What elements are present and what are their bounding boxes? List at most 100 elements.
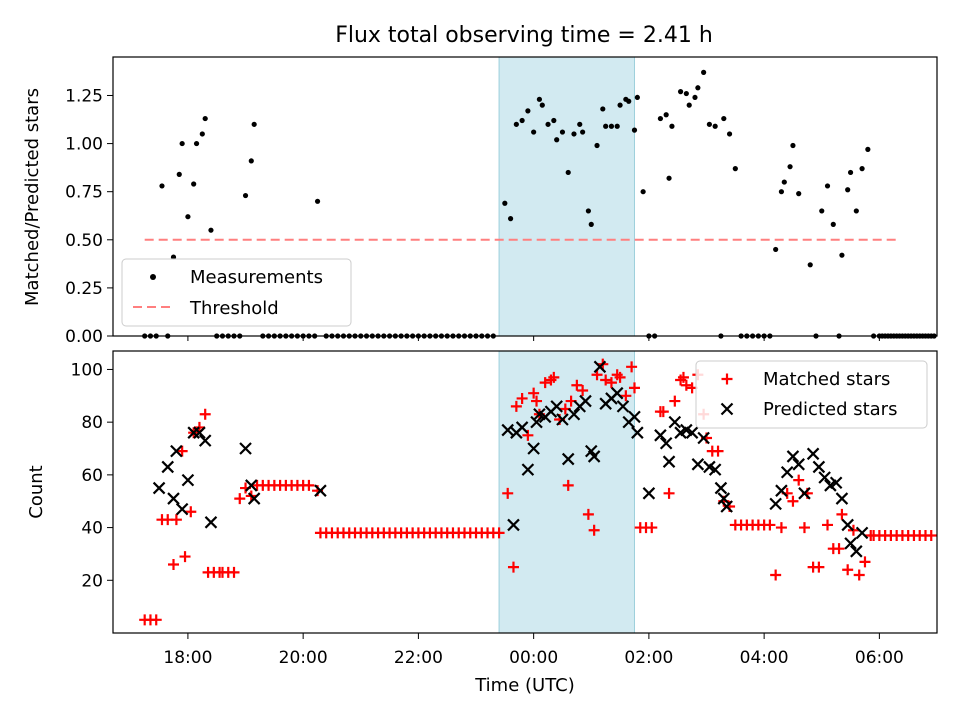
count-x-ticks: 18:00 20:00 22:00 00:00 02:00 04:00 06:00 [163,633,904,668]
measurement-point [571,131,577,137]
predicted-star-point [579,394,592,408]
ratio-y-tick-label: 0.75 [65,183,103,203]
predicted-star-point [314,484,327,497]
predicted-star-point [850,545,863,558]
predicted-star-point [714,481,728,495]
matched-star-point [669,395,681,407]
measurement-point [608,123,615,129]
measurement-point [807,262,813,268]
predicted-star-point [775,484,788,497]
measurement-point [603,123,609,129]
predicted-star-point [792,458,805,471]
matched-star-point [150,614,162,626]
measurement-point [721,115,727,122]
predicted-star-point [170,444,183,458]
predicted-star-point [818,471,831,484]
measurement-point [859,166,865,172]
matched-star-point [798,522,810,534]
count-y-tick-label: 20 [81,571,103,591]
measurement-point [202,115,208,122]
measurement-point [159,183,165,189]
matched-star-point [228,566,240,578]
matched-star-point [822,519,834,531]
count-panel: 20 40 60 80 100 18:00 20:00 22:00 00:00 02:00 04:… [26,350,938,696]
ratio-legend-box [121,258,352,327]
measurements-legend-marker [150,274,156,280]
count-axes-frame [112,350,938,634]
matched-star-point [842,564,854,576]
measurement-point [631,127,638,133]
measurement-point [191,181,197,187]
measurement-point [519,117,525,124]
measurement-point [666,175,672,181]
measurement-point [536,96,543,102]
measurement-point [554,137,560,143]
matched-star-point [193,421,205,433]
measurement-point [657,115,664,122]
predicted-star-point [769,497,782,511]
matched-star-point [775,522,787,534]
matched-star-point [234,493,246,505]
measurement-point [683,90,689,97]
measurement-point [865,146,871,152]
measurement-point [640,189,646,195]
measurement-point [551,117,557,124]
count-legend: Matched stars Predicted stars [695,360,928,429]
predicted-star-point [204,516,218,529]
predicted-star-points [152,360,869,558]
matched-star-point [168,558,180,570]
measurement-point [170,254,177,260]
measurement-point [677,89,684,95]
ratio-y-tick-label: 0.25 [65,279,103,299]
measurement-point [669,123,675,129]
matched-legend-glyph [721,373,733,385]
count-x-tick-label: 22:00 [394,648,443,668]
predicted-star-point [717,492,731,505]
matched-star-point [170,514,182,526]
measurement-point [594,142,600,149]
matched-star-point [582,508,594,520]
matched-star-point [646,522,658,534]
measurement-point [531,129,537,135]
matched-star-point [847,524,859,536]
predicted-star-point [659,436,673,450]
predicted-legend-glyph [720,402,734,416]
predicted-star-point [501,423,514,437]
measurement-point [242,192,249,199]
measurement-point [663,112,669,118]
ratio-legend: Measurements Threshold [121,258,352,327]
measurement-point [695,85,701,91]
measurement-point [507,216,514,222]
matched-star-point [614,371,626,383]
measurement-point [778,189,785,195]
measurement-point [185,214,191,220]
matched-star-point [793,474,805,486]
measurement-point [559,129,566,135]
count-x-tick-label: 20:00 [279,648,328,668]
measurements-legend-label: Measurements [190,267,323,288]
matched-star-point [516,392,528,404]
measurement-point [824,183,831,189]
predicted-star-point [786,450,800,463]
measurement-point [847,169,854,176]
ratio-y-tick-label: 1.00 [65,135,103,155]
matched-star-point [539,377,551,389]
ratio-y-axis-label: Matched/Predicted stars [22,88,43,306]
measurement-point [600,106,606,112]
predicted-star-point [697,431,710,445]
matched-star-point [787,495,799,507]
predicted-star-point [829,476,843,490]
measurement-point [251,121,257,127]
ratio-y-tick-label: 0.00 [65,327,103,347]
chart-title: Flux total observing time = 2.41 h [335,23,713,48]
measurement-point [617,102,623,108]
matched-star-point [770,569,782,581]
measurement-point [502,200,508,206]
matched-star-point [677,371,689,383]
matched-star-point [657,406,669,418]
count-legend-box [695,360,928,429]
measurement-point [545,121,551,127]
matched-star-point [620,390,632,402]
predicted-star-point [507,518,520,532]
predicted-star-point [181,473,195,487]
